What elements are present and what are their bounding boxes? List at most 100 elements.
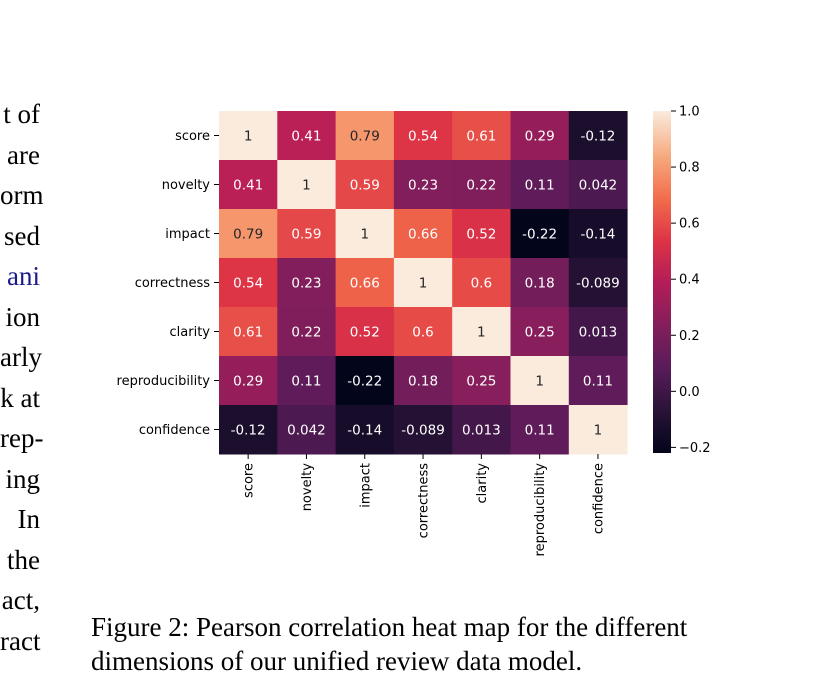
heatmap-cell [568, 356, 628, 406]
cell-value-label: 0.11 [583, 374, 613, 390]
left-text-line: the [7, 544, 40, 575]
cell-value-label: 0.23 [291, 276, 321, 292]
column-tick-label: reproducibility [533, 463, 548, 557]
cell-value-label: 0.11 [291, 374, 321, 390]
column-tick-label: confidence [591, 463, 606, 534]
heatmap-cell [452, 356, 511, 406]
column-tick-label: impact [358, 463, 373, 508]
heatmap-cell [568, 111, 628, 161]
cell-value-label: 0.23 [408, 178, 438, 194]
heatmap-cell [568, 405, 628, 455]
heatmap-cells: 1 0.41 0.79 0.54 0.61 0.29 -0.120.41 1 0.59 0.23 0… [219, 111, 628, 455]
heatmap-cell [510, 111, 570, 161]
heatmap-cell [219, 160, 278, 210]
left-text-line: ing [5, 463, 40, 494]
heatmap-cell [452, 258, 511, 308]
left-text-line: ani [7, 261, 40, 291]
colorbar-tick-label: 0.4 [679, 273, 700, 288]
caption-text: Pearson correlation heat map for the dif… [91, 612, 688, 676]
left-text-line: k at [0, 382, 40, 413]
column-tick-labels: score novelty impact correctness clarity repr… [242, 454, 606, 557]
cell-value-label: 0.79 [350, 129, 380, 145]
cell-value-label: 0.11 [525, 423, 555, 439]
heatmap-cell [452, 209, 511, 259]
column-tick-label: score [242, 463, 257, 498]
heatmap-cell [510, 209, 570, 259]
cell-value-label: 0.52 [466, 227, 496, 243]
left-text-line: rep- [0, 423, 44, 453]
row-tick-label: clarity [170, 325, 211, 340]
heatmap-cell [568, 160, 628, 210]
left-text-line: ion [5, 301, 40, 332]
heatmap-cell [335, 356, 395, 406]
colorbar-gradient [653, 111, 671, 453]
heatmap-cell [277, 405, 337, 455]
left-text-line: sed [4, 220, 40, 251]
cell-value-label: 0.54 [233, 276, 263, 292]
row-tick-label: score [175, 129, 210, 144]
cell-value-label: -0.22 [347, 374, 382, 390]
cell-value-label: 1 [477, 325, 486, 341]
cell-value-label: -0.22 [522, 227, 557, 243]
heatmap-cell [277, 111, 337, 161]
heatmap-cell [335, 405, 395, 455]
row-tick-label: correctness [135, 276, 211, 291]
heatmap-cell [568, 258, 628, 308]
cell-value-label: 1 [302, 178, 311, 194]
heatmap-cell [452, 405, 511, 455]
heatmap-cell [335, 307, 395, 357]
cell-value-label: -0.14 [580, 227, 615, 243]
cell-value-label: 0.59 [291, 227, 321, 243]
cell-value-label: -0.12 [231, 423, 266, 439]
heatmap-cell [219, 258, 278, 308]
heatmap-cell [277, 209, 337, 259]
heatmap-cell [568, 209, 628, 259]
cell-value-label: 0.79 [233, 227, 263, 243]
left-text-line: ract [0, 625, 41, 656]
heatmap-cell [393, 160, 453, 210]
heatmap-cell [568, 307, 628, 357]
left-text-line: t of [3, 99, 40, 129]
cell-value-label: -0.089 [401, 423, 445, 439]
column-tick-label: correctness [417, 463, 432, 539]
left-text-line: orm [0, 180, 44, 210]
row-tick-label: confidence [139, 423, 210, 438]
column-tick-label: clarity [475, 463, 490, 504]
colorbar-tick-label: 0.2 [679, 329, 700, 344]
colorbar-tick-label: 0.6 [679, 217, 700, 232]
heatmap-cell [393, 356, 453, 406]
cell-value-label: 0.22 [291, 325, 321, 341]
heatmap-cell [219, 111, 278, 161]
cell-value-label: 0.013 [579, 325, 618, 341]
cell-value-label: -0.12 [580, 129, 615, 145]
cell-value-label: 0.013 [462, 423, 501, 439]
row-tick-label: novelty [162, 178, 211, 193]
cell-value-label: 0.25 [525, 325, 555, 341]
cell-value-label: 0.29 [233, 374, 263, 390]
column-tick-label: novelty [300, 463, 315, 512]
cell-value-label: 1 [360, 227, 369, 243]
cell-value-label: 0.042 [287, 423, 326, 439]
heatmap-cell [393, 307, 453, 357]
left-text-line: act, [1, 585, 40, 615]
left-text-line: are [7, 139, 40, 170]
figure-caption: Figure 2: Pearson correlation heat map f… [91, 610, 791, 678]
cell-value-label: 0.18 [408, 374, 438, 390]
heatmap-cell [452, 307, 511, 357]
heatmap-cell [277, 307, 337, 357]
cell-value-label: 1 [244, 129, 253, 145]
heatmap-cell [510, 258, 570, 308]
cell-value-label: 0.66 [408, 227, 438, 243]
left-text-line: arly [0, 342, 42, 372]
cell-value-label: 0.61 [466, 129, 496, 145]
left-text-line: In [17, 504, 41, 534]
cell-value-label: 0.61 [233, 325, 263, 341]
heatmap-cell [219, 209, 278, 259]
heatmap-cell [510, 307, 570, 357]
cell-value-label: 0.18 [525, 276, 555, 292]
cell-value-label: 0.25 [466, 374, 496, 390]
cell-value-label: 0.11 [525, 178, 555, 194]
heatmap-cell [510, 160, 570, 210]
heatmap-cell [393, 258, 453, 308]
cell-value-label: 0.042 [579, 178, 618, 194]
